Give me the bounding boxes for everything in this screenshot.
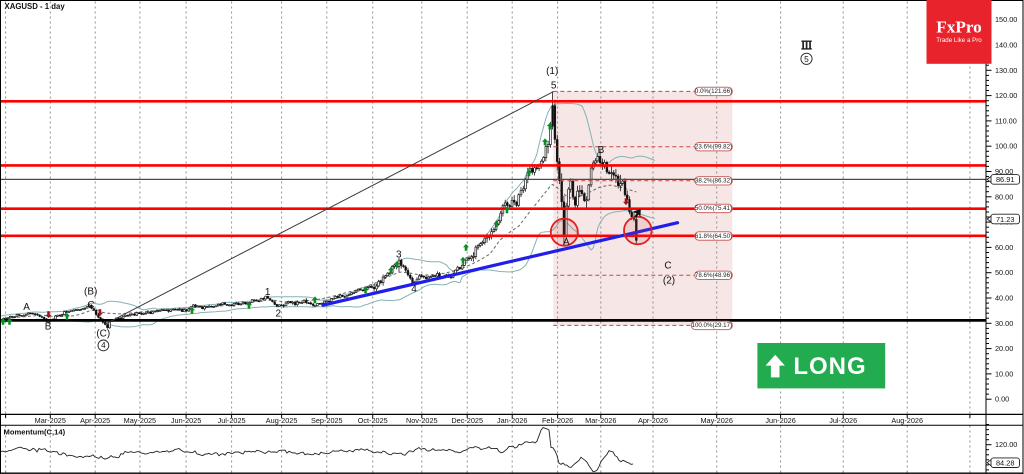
svg-text:61.8%(64.50): 61.8%(64.50) bbox=[695, 233, 732, 240]
svg-text:120.00: 120.00 bbox=[995, 440, 1017, 449]
svg-text:1: 1 bbox=[265, 287, 271, 298]
svg-text:0.00: 0.00 bbox=[995, 395, 1009, 404]
svg-text:Momentum(C,14): Momentum(C,14) bbox=[4, 428, 66, 437]
svg-text:2: 2 bbox=[276, 309, 282, 320]
svg-text:Aug-2025: Aug-2025 bbox=[266, 416, 298, 425]
svg-text:Nov-2025: Nov-2025 bbox=[406, 416, 438, 425]
svg-text:50.0%(75.41): 50.0%(75.41) bbox=[695, 205, 732, 212]
svg-text:78.6%(48.96): 78.6%(48.96) bbox=[695, 272, 732, 279]
svg-text:(B): (B) bbox=[84, 287, 97, 298]
svg-text:5: 5 bbox=[551, 81, 557, 92]
svg-text:A: A bbox=[563, 237, 570, 248]
svg-text:Dec-2025: Dec-2025 bbox=[451, 416, 483, 425]
svg-text:3: 3 bbox=[396, 250, 402, 261]
svg-text:(2): (2) bbox=[663, 276, 675, 287]
svg-text:140.00: 140.00 bbox=[995, 41, 1017, 50]
svg-text:100.00: 100.00 bbox=[995, 142, 1017, 151]
svg-text:Apr-2025: Apr-2025 bbox=[80, 416, 110, 425]
svg-text:Jun-2025: Jun-2025 bbox=[171, 416, 201, 425]
svg-text:B: B bbox=[598, 145, 605, 156]
svg-text:71.23: 71.23 bbox=[996, 215, 1015, 224]
svg-text:C: C bbox=[87, 300, 94, 311]
svg-text:Mar-2025: Mar-2025 bbox=[35, 416, 66, 425]
svg-text:C: C bbox=[664, 261, 671, 272]
svg-text:Jun-2026: Jun-2026 bbox=[765, 416, 795, 425]
svg-text:110.00: 110.00 bbox=[995, 116, 1017, 125]
svg-text:Jul-2025: Jul-2025 bbox=[218, 416, 246, 425]
svg-text:84.28: 84.28 bbox=[996, 459, 1015, 468]
svg-text:Oct-2025: Oct-2025 bbox=[358, 416, 388, 425]
svg-text:90.00: 90.00 bbox=[995, 167, 1013, 176]
svg-text:B: B bbox=[45, 321, 52, 332]
svg-text:0.0%(121.66): 0.0%(121.66) bbox=[695, 88, 732, 95]
svg-text:4: 4 bbox=[411, 284, 417, 295]
svg-text:(1): (1) bbox=[546, 66, 558, 77]
svg-text:120.00: 120.00 bbox=[995, 91, 1017, 100]
svg-text:XAGUSD - 1 day: XAGUSD - 1 day bbox=[5, 2, 66, 11]
svg-text:FxPro: FxPro bbox=[936, 18, 982, 37]
svg-text:Jul-2026: Jul-2026 bbox=[829, 416, 857, 425]
svg-text:Sep-2025: Sep-2025 bbox=[311, 416, 343, 425]
svg-text:100.0%(29.17): 100.0%(29.17) bbox=[692, 322, 733, 329]
svg-text:5: 5 bbox=[804, 54, 809, 64]
svg-text:150.00: 150.00 bbox=[995, 15, 1017, 24]
svg-text:23.6%(99.82): 23.6%(99.82) bbox=[695, 144, 732, 151]
svg-text:10.00: 10.00 bbox=[995, 369, 1013, 378]
svg-text:60.00: 60.00 bbox=[995, 243, 1013, 252]
svg-text:(C): (C) bbox=[96, 329, 110, 340]
svg-text:20.00: 20.00 bbox=[995, 344, 1013, 353]
svg-text:Mar-2026: Mar-2026 bbox=[585, 416, 616, 425]
svg-text:LONG: LONG bbox=[793, 353, 866, 380]
svg-text:Apr-2026: Apr-2026 bbox=[638, 416, 668, 425]
svg-text:Aug-2026: Aug-2026 bbox=[891, 416, 923, 425]
svg-text:A: A bbox=[23, 302, 30, 313]
svg-text:50.00: 50.00 bbox=[995, 268, 1013, 277]
svg-text:Jan-2026: Jan-2026 bbox=[497, 416, 527, 425]
svg-text:80.00: 80.00 bbox=[995, 192, 1013, 201]
svg-text:38.2%(86.32): 38.2%(86.32) bbox=[695, 178, 732, 185]
svg-text:May-2025: May-2025 bbox=[124, 416, 156, 425]
svg-text:4: 4 bbox=[101, 341, 106, 350]
svg-text:Trade Like a Pro: Trade Like a Pro bbox=[936, 37, 982, 44]
svg-text:Feb-2026: Feb-2026 bbox=[542, 416, 573, 425]
svg-text:40.00: 40.00 bbox=[995, 294, 1013, 303]
svg-text:30.00: 30.00 bbox=[995, 319, 1013, 328]
svg-text:86.91: 86.91 bbox=[996, 175, 1015, 184]
svg-text:130.00: 130.00 bbox=[995, 66, 1017, 75]
svg-text:May-2026: May-2026 bbox=[700, 416, 732, 425]
